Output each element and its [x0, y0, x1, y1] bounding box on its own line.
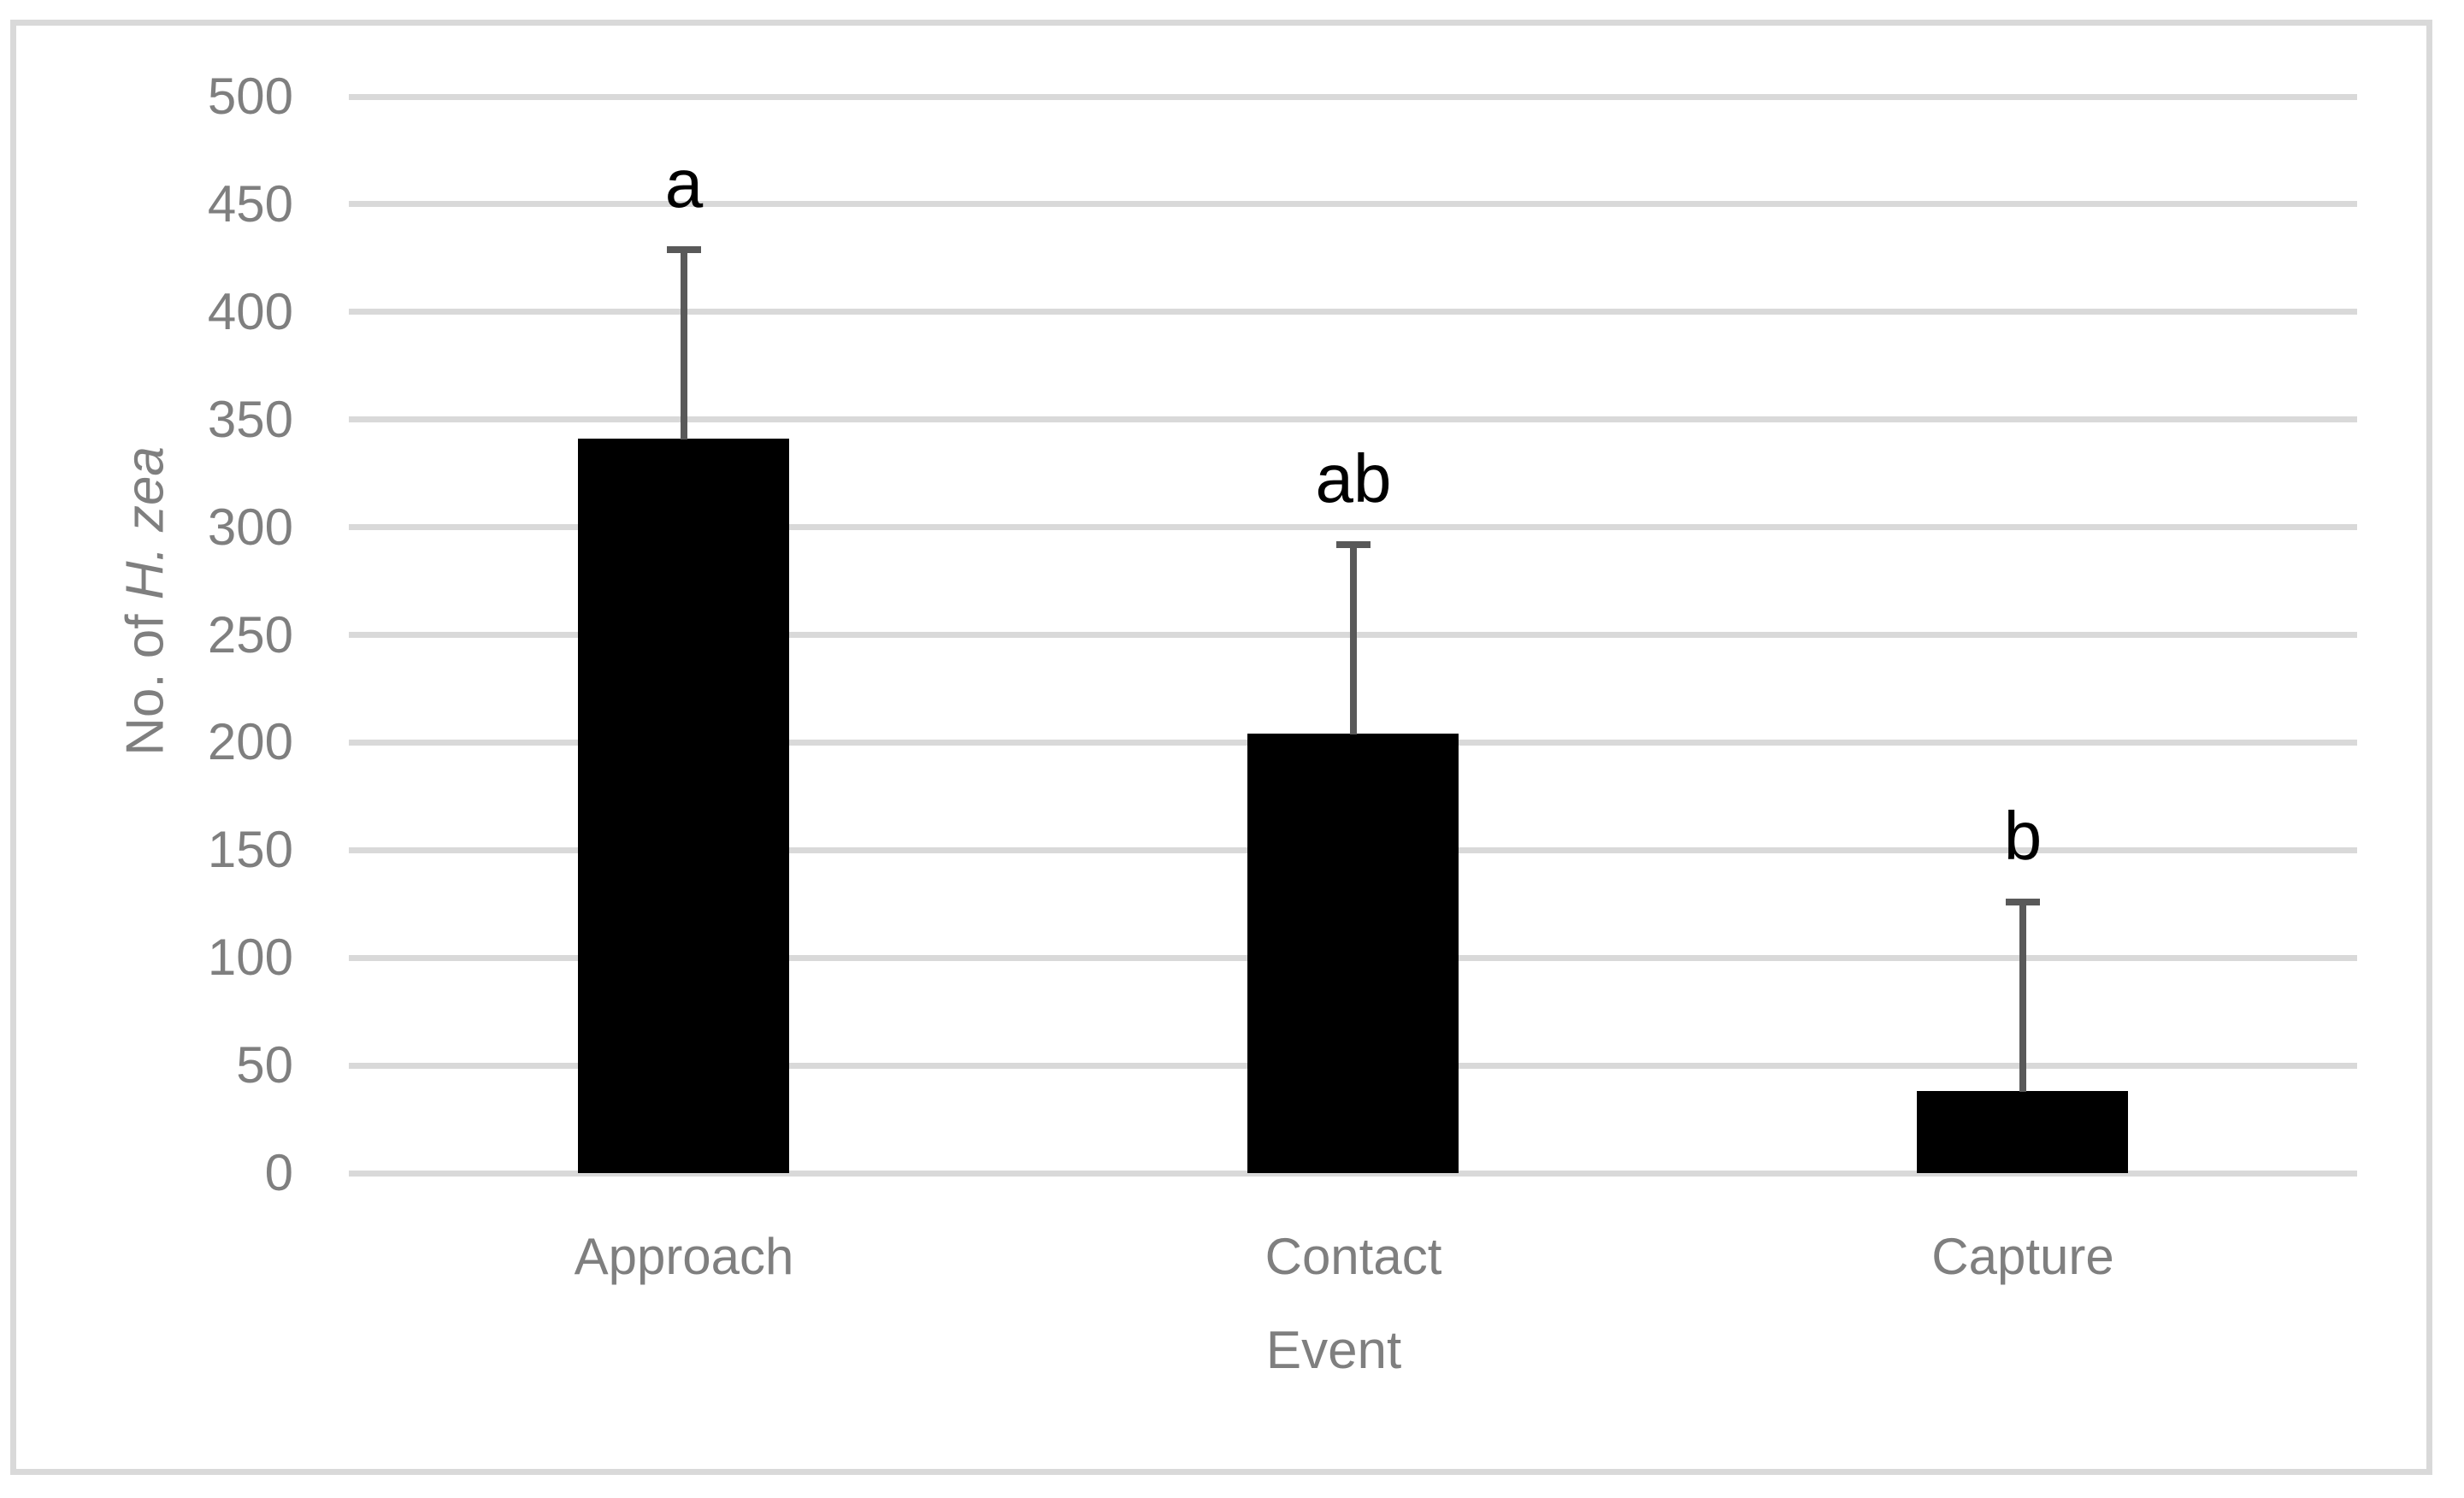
chart-border	[10, 20, 2432, 1475]
error-bar	[2019, 902, 2026, 1092]
x-category-label: Capture	[1931, 1228, 2114, 1285]
error-bar-cap	[2006, 899, 2040, 905]
gridline	[349, 201, 2357, 207]
y-tick-label: 400	[207, 283, 293, 340]
bar	[1247, 734, 1459, 1173]
significance-letter: b	[2003, 798, 2043, 874]
y-tick-label: 50	[236, 1036, 293, 1094]
y-axis-title: No. of H. zea	[115, 446, 176, 756]
error-bar	[1350, 545, 1357, 734]
x-category-label: Contact	[1264, 1228, 1442, 1285]
y-axis-title-italic: H. zea	[115, 446, 175, 600]
error-bar-cap	[1336, 541, 1371, 548]
significance-letter: a	[664, 145, 704, 221]
gridline	[349, 416, 2357, 422]
y-tick-label: 300	[207, 498, 293, 556]
bar	[1917, 1091, 2128, 1173]
significance-letter: ab	[1315, 440, 1392, 516]
y-tick-label: 150	[207, 821, 293, 878]
y-tick-label: 100	[207, 929, 293, 986]
x-category-label: Approach	[574, 1228, 794, 1285]
bar	[578, 439, 789, 1173]
error-bar-cap	[667, 246, 701, 253]
y-tick-label: 500	[207, 68, 293, 125]
y-tick-label: 0	[264, 1144, 293, 1201]
gridline	[349, 1171, 2357, 1177]
y-tick-label: 450	[207, 175, 293, 233]
x-axis-title: Event	[1265, 1321, 1402, 1380]
y-tick-label: 350	[207, 391, 293, 448]
y-axis-title-plain: No. of	[115, 599, 175, 756]
y-tick-label: 250	[207, 606, 293, 663]
gridline	[349, 94, 2357, 100]
gridline	[349, 524, 2357, 530]
y-tick-label: 200	[207, 713, 293, 770]
gridline	[349, 309, 2357, 315]
error-bar	[681, 250, 687, 439]
